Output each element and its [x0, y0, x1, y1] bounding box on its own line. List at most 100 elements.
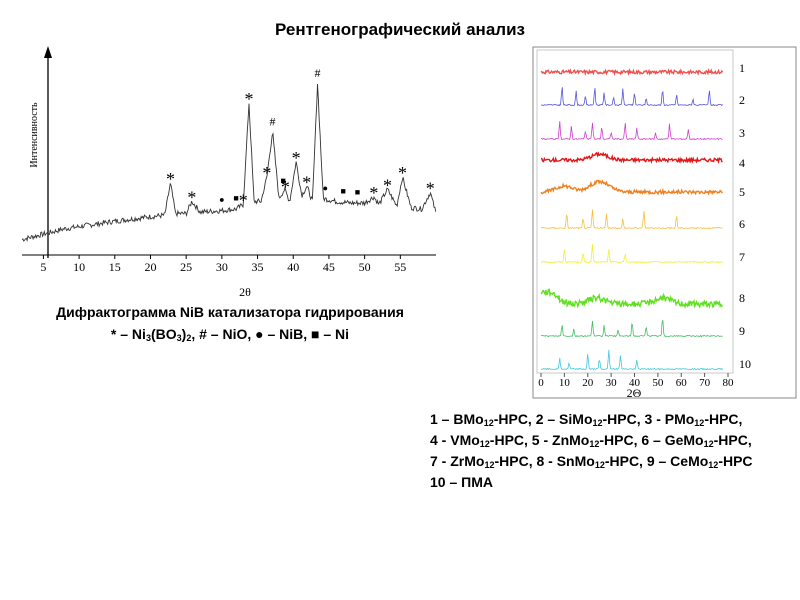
x-tick-label: 40	[629, 377, 641, 389]
left-caption: Дифрактограмма NiB катализатора гидриров…	[20, 301, 440, 345]
x-tick-label: 35	[252, 260, 264, 274]
subscript-text: 12	[594, 460, 605, 470]
x-tick-label: 10	[559, 377, 571, 389]
xrd-series-9	[540, 319, 723, 338]
x-axis-label: 2θ	[239, 285, 251, 299]
peak-marker: *	[166, 169, 175, 189]
text-segment: 7 - ZrMo	[430, 453, 485, 469]
x-tick-label: 30	[216, 260, 228, 274]
peak-marker: #	[270, 115, 276, 129]
series-label: 9	[739, 324, 745, 338]
legend-line: 7 - ZrMo12-HPC, 8 - SnMo12-HPC, 9 – CeMo…	[430, 451, 753, 472]
text-segment: )	[181, 326, 187, 342]
legend-line: 10 – ПМА	[430, 472, 753, 493]
peak-marker: *	[369, 183, 378, 203]
text-segment: -HPC, 9 – CeMo	[604, 453, 709, 469]
series-label: 7	[739, 250, 745, 264]
subscript-text: 12	[589, 439, 600, 449]
text-segment: -HPC, 8 - SnMo	[494, 453, 595, 469]
plot-area	[536, 49, 734, 374]
xrd-series-3	[540, 121, 723, 141]
series-label: 10	[739, 357, 751, 371]
xrd-series-2	[540, 87, 723, 107]
text-segment: -HPC,	[704, 411, 743, 427]
text-segment: -HPC, 3 - PMo	[602, 411, 695, 427]
xrd-series-4	[540, 151, 723, 165]
legend-line: 4 - VMo12-HPC, 5 - ZnMo12-HPC, 6 – GeMo1…	[430, 430, 753, 451]
legend-line: 1 – BMo12-HPC, 2 – SiMo12-HPC, 3 - PMo12…	[430, 409, 753, 430]
subscript-text: 12	[694, 418, 705, 428]
text-segment: -HPC, 5 - ZnMo	[489, 432, 590, 448]
xrd-series-7	[540, 244, 723, 264]
text-segment: -HPC, 6 – GeMo	[599, 432, 704, 448]
series-label: 3	[739, 126, 745, 140]
subscript-text: 3	[176, 333, 182, 343]
x-tick-label: 50	[359, 260, 371, 274]
x-tick-label: 30	[606, 377, 618, 389]
xrd-series-5	[540, 179, 724, 196]
x-tick-label: 45	[323, 260, 335, 274]
y-axis-label: Интенсивность	[29, 102, 40, 168]
text-segment: 4 - VMo	[430, 432, 480, 448]
x-tick-label: 55	[394, 260, 406, 274]
x-tick-label: 70	[699, 377, 711, 389]
subscript-text: 2	[186, 333, 192, 343]
peak-marker: ●	[323, 183, 328, 193]
left-caption-title: Дифрактограмма NiB катализатора гидриров…	[56, 304, 404, 320]
peak-marker: *	[383, 175, 392, 195]
peak-marker: *	[244, 89, 253, 109]
peak-marker: *	[398, 163, 407, 183]
sample-legend: 1 – BMo12-HPC, 2 – SiMo12-HPC, 3 - PMo12…	[430, 409, 753, 493]
x-tick-label: 50	[652, 377, 664, 389]
series-label: 2	[739, 93, 745, 107]
xrd-series-8	[540, 288, 723, 310]
x-tick-label: 40	[287, 260, 299, 274]
x-tick-label: 15	[109, 260, 121, 274]
subscript-text: 12	[592, 418, 603, 428]
hpc-xrd-stack: 1 2 3 4 5 6 7 8 9 10 0 10 20 30 40 50 60 70 80 2Θ	[532, 46, 797, 400]
x-tick-label: 10	[73, 260, 85, 274]
x-tick-label: 60	[676, 377, 688, 389]
xrd-series-10	[540, 349, 723, 371]
peak-marker: #	[315, 66, 321, 80]
series-label: 4	[739, 156, 745, 170]
xrd-series-1	[540, 68, 724, 77]
peak-marker: ●	[219, 195, 224, 205]
x-tick-label: 0	[538, 377, 544, 389]
y-axis-arrow-icon	[44, 46, 52, 58]
slide-title: Рентгенографический анализ	[275, 20, 525, 39]
diffraction-pattern-line	[21, 83, 437, 243]
peak-marker: *	[262, 163, 271, 183]
text-segment: -HPC,	[713, 432, 752, 448]
x-tick-label: 25	[180, 260, 192, 274]
subscript-text: 3	[145, 333, 151, 343]
x-tick-label: 5	[40, 260, 46, 274]
text-segment: 10 – ПМА	[430, 474, 493, 490]
peak-marker: ■	[233, 193, 238, 203]
x-tick-label: 20	[582, 377, 594, 389]
left-caption-legend: * – Ni3(BO3)2, # – NiO, ● – NiB, ■ – Ni	[20, 323, 440, 345]
x-axis-label: 2Θ	[627, 386, 642, 400]
peak-marker: *	[292, 148, 301, 168]
text-segment: -HPC, 2 – SiMo	[493, 411, 593, 427]
subscript-text: 12	[479, 439, 490, 449]
series-label: 6	[739, 217, 745, 231]
peak-marker: ■	[355, 187, 360, 197]
series-label: 8	[739, 291, 745, 305]
text-segment: (BO	[150, 326, 177, 342]
peak-marker: *	[281, 177, 290, 197]
subscript-text: 12	[708, 460, 719, 470]
text-segment: * – Ni	[110, 326, 146, 342]
series-label: 5	[739, 185, 745, 199]
peak-marker: *	[426, 178, 435, 198]
text-segment: , # – NiO, ● – NiB, ■ – Ni	[191, 326, 350, 342]
peak-marker: *	[302, 172, 311, 192]
subscript-text: 12	[484, 460, 495, 470]
subscript-text: 12	[483, 418, 494, 428]
xrd-series-6	[540, 209, 723, 230]
peak-marker: *	[187, 187, 196, 207]
x-tick-label: 20	[144, 260, 156, 274]
text-segment: 1 – BMo	[430, 411, 484, 427]
series-label: 1	[739, 61, 745, 75]
